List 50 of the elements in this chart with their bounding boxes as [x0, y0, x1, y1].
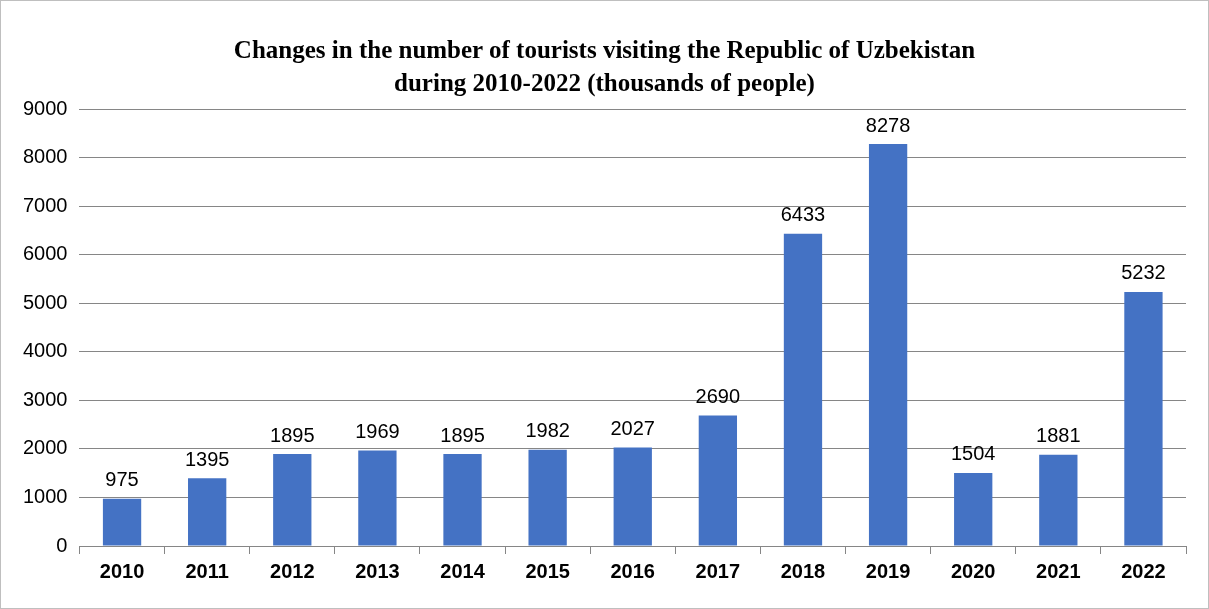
x-tick-label: 2016	[610, 559, 655, 582]
data-label: 1895	[440, 423, 485, 446]
bar	[613, 447, 652, 546]
data-label: 1504	[950, 442, 996, 465]
x-tick-label: 2011	[185, 559, 229, 582]
y-tick-label: 0	[56, 533, 68, 556]
bar	[783, 233, 823, 546]
data-label: 2690	[695, 384, 741, 407]
data-label: 1982	[525, 419, 570, 442]
bar	[528, 449, 567, 546]
x-tick-label: 2010	[99, 559, 145, 582]
x-tick-label: 2012	[270, 559, 315, 582]
bar	[954, 472, 993, 546]
bar	[868, 144, 908, 546]
data-label: 8278	[865, 113, 911, 136]
x-tick-label: 2015	[525, 559, 570, 582]
data-label: 2027	[610, 417, 655, 440]
x-tick-label: 2018	[780, 559, 826, 582]
bar	[358, 450, 397, 546]
x-tick-label: 2014	[440, 559, 486, 582]
data-label: 5232	[1121, 261, 1166, 284]
bar	[443, 453, 482, 546]
data-label: 1395	[184, 447, 230, 470]
data-label: 1895	[270, 423, 315, 446]
y-tick-label: 8000	[22, 145, 68, 168]
chart-title: Changes in the number of tourists visiting the Republic of Uzbekistan during 2010-2022 (thousands of people)	[233, 36, 976, 96]
x-tick-label: 2021	[1036, 559, 1081, 582]
bar	[102, 498, 142, 546]
x-tick-label: 2020	[950, 559, 996, 582]
bar	[1124, 291, 1163, 546]
x-tick-label: 2013	[355, 559, 400, 582]
y-tick-label: 1000	[22, 484, 68, 507]
y-tick-label: 4000	[22, 339, 68, 362]
data-label: 6433	[780, 203, 826, 226]
y-tick-label: 9000	[22, 96, 68, 119]
y-tick-label: 7000	[22, 193, 68, 216]
y-tick-label: 6000	[22, 242, 68, 265]
y-tick-label: 2000	[22, 436, 68, 459]
bar	[273, 453, 312, 546]
x-tick-label: 2022	[1121, 559, 1166, 582]
bar	[188, 478, 227, 546]
y-tick-label: 3000	[22, 387, 68, 410]
bar	[698, 415, 738, 546]
bar	[1039, 454, 1078, 546]
x-tick-label: 2017	[695, 559, 741, 582]
data-label: 1881	[1036, 424, 1081, 447]
data-label: 975	[105, 468, 139, 491]
x-tick-label: 2019	[865, 559, 911, 582]
data-label: 1969	[355, 419, 400, 442]
y-tick-label: 5000	[22, 290, 68, 313]
